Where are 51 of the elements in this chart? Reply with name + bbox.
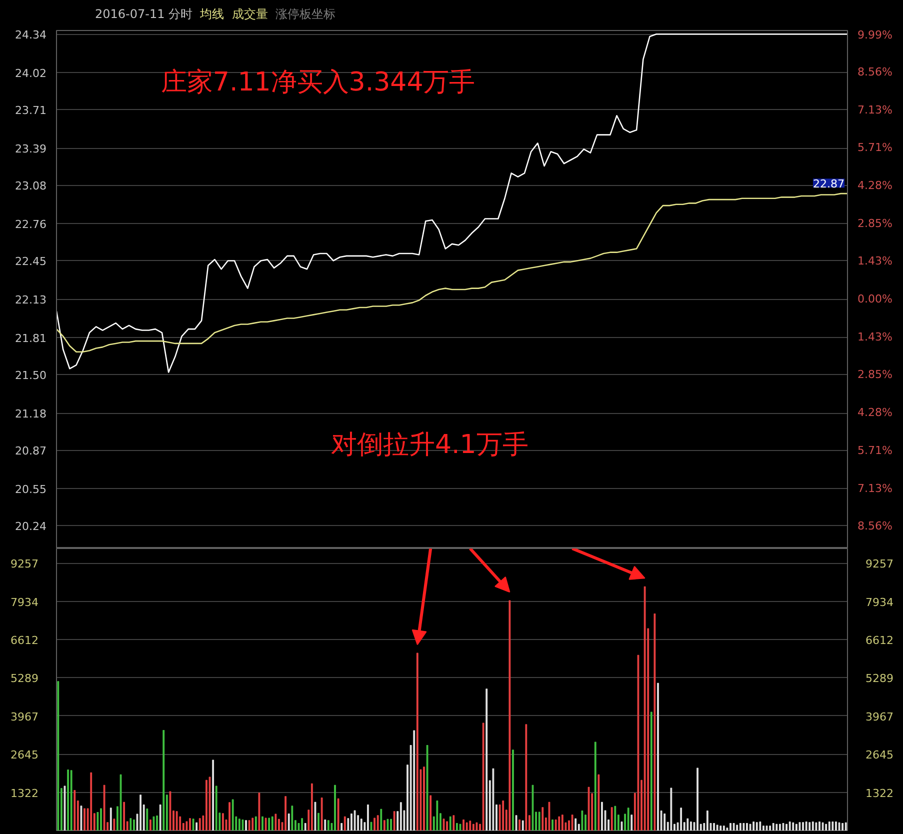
line-series — [56, 192, 848, 352]
y2-tick-label: 5289 — [866, 672, 894, 686]
y2-tick-label: 1.43% — [858, 254, 892, 268]
y2-tick-label: 9257 — [866, 558, 894, 571]
y2-tick-label: 8.56% — [858, 520, 892, 533]
y2-tick-label: 5.71% — [858, 444, 892, 458]
y2-tick-label: 6612 — [866, 634, 894, 647]
y-tick-label: 23.71 — [15, 104, 47, 118]
y2-tick-label: 2.85% — [858, 216, 892, 230]
y-tick-label: 7934 — [10, 596, 39, 609]
text: 涨停板坐标 — [275, 7, 336, 21]
y2-tick-label: 5.71% — [858, 141, 892, 154]
y-tick-label: 5289 — [10, 672, 39, 686]
y-tick-label: 20.24 — [15, 520, 47, 534]
text: 成交量 — [232, 7, 268, 21]
annotation: 庄家7.11净买入3.344万手 — [160, 67, 476, 98]
y2-tick-label: 7.13% — [858, 482, 892, 495]
y-tick-label: 20.55 — [15, 483, 47, 496]
y2-tick-label: 7.13% — [858, 103, 892, 116]
y2-tick-label: 2.85% — [858, 368, 892, 382]
y2-tick-label: 4.28% — [858, 178, 892, 192]
y-tick-label: 23.39 — [15, 142, 47, 156]
y-tick-label: 1322 — [10, 786, 39, 800]
y-tick-label: 2645 — [10, 748, 39, 762]
y2-tick-label: 1322 — [866, 786, 894, 800]
annotation: 22.87 — [813, 178, 845, 191]
y-tick-label: 6612 — [10, 634, 39, 647]
y-tick-label: 22.13 — [15, 294, 47, 307]
y2-tick-label: 4.28% — [858, 406, 892, 420]
y-tick-label: 22.76 — [15, 218, 47, 232]
y-tick-label: 3967 — [10, 710, 39, 724]
line-series — [56, 33, 848, 373]
annotation: 对倒拉升4.1万手 — [330, 430, 528, 460]
y-tick-label: 24.34 — [15, 28, 47, 42]
text: 均线 — [200, 7, 224, 21]
y2-tick-label: 0.00% — [858, 292, 892, 306]
y-tick-label: 20.87 — [15, 444, 47, 458]
y2-tick-label: 7934 — [866, 596, 894, 609]
y2-tick-label: 2645 — [866, 748, 894, 762]
y2-tick-label: 9.99% — [858, 28, 892, 42]
y-tick-label: 9257 — [10, 558, 39, 571]
y-tick-label: 24.02 — [15, 66, 47, 80]
chart-title: 2016-07-11 分时 — [95, 7, 193, 21]
y2-tick-label: 8.56% — [858, 65, 892, 78]
y-tick-label: 21.81 — [15, 332, 47, 345]
y-tick-label: 21.50 — [15, 369, 47, 382]
y-tick-label: 23.08 — [15, 180, 47, 193]
y2-tick-label: 3967 — [866, 710, 894, 724]
y-tick-label: 22.45 — [15, 255, 47, 268]
y-tick-label: 21.18 — [15, 408, 47, 421]
y2-tick-label: 1.43% — [858, 330, 892, 344]
